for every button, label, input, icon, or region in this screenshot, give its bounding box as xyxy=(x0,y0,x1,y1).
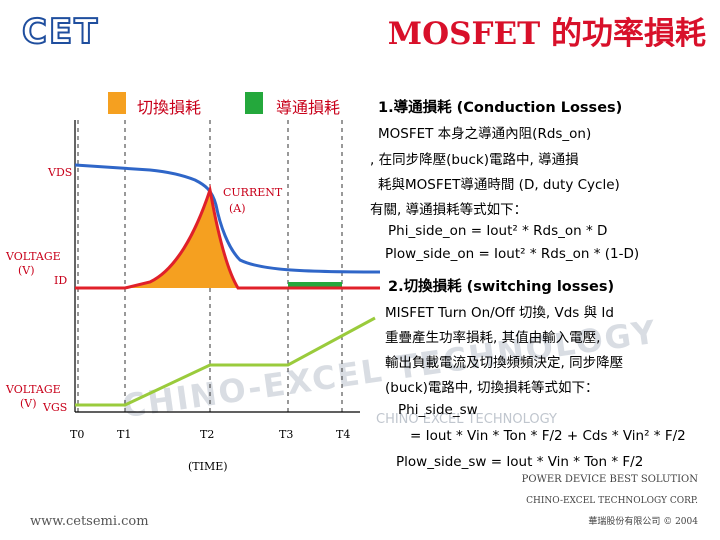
conduction-loss-heading: 1.導通損耗 (Conduction Losses) xyxy=(378,100,623,116)
current-curve xyxy=(75,184,380,290)
company-logo: CET xyxy=(21,11,100,53)
switching-loss-heading: 2.切換損耗 (switching losses) xyxy=(388,279,615,295)
conduction-loss-legend-label: 導通損耗 xyxy=(276,98,341,117)
vgs-label: VGS xyxy=(43,401,68,414)
footer-company: CHINO-EXCEL TECHNOLOGY CORP. xyxy=(526,496,698,506)
vds-label: VDS xyxy=(48,166,73,179)
conduction-text-line-4: 有關, 導通損耗等式如下： xyxy=(370,202,528,218)
voltage-axis-label-top: VOLTAGE xyxy=(6,250,61,263)
time-axis-label: (TIME) xyxy=(188,460,228,473)
conduction-text-line-1: MOSFET 本身之導通內阻(Rds_on) xyxy=(378,126,592,142)
switching-loss-area xyxy=(125,190,238,288)
current-unit-label: (A) xyxy=(229,202,246,215)
formula-high-side-conduction: Phi_side_on = Iout² * Rds_on * D xyxy=(388,223,608,239)
t0-label: T0 xyxy=(70,428,85,441)
vds-curve xyxy=(74,163,381,274)
footer-copyright: 華瑞股份有限公司 © 2004 xyxy=(588,517,698,527)
vgs-curve xyxy=(75,316,376,407)
watermark-small: CHINO EXCEL TECHNOLOGY xyxy=(376,412,557,427)
t1-label: T1 xyxy=(117,428,132,441)
t3-label: T3 xyxy=(279,428,294,441)
switching-loss-legend-swatch xyxy=(108,92,126,114)
conduction-loss-area xyxy=(288,282,342,288)
t2-label: T2 xyxy=(200,428,215,441)
switching-text-line-1: MISFET Turn On/Off 切換, Vds 與 Id xyxy=(385,305,614,321)
switching-text-line-3: 輸出負載電流及切換頻頻決定, 同步降壓 xyxy=(385,355,624,371)
switching-text-line-2: 重疊產生功率損耗, 其值由輸入電壓, xyxy=(385,330,601,346)
switching-text-line-4: (buck)電路中, 切換損耗等式如下： xyxy=(385,380,599,396)
voltage-unit-label-top: (V) xyxy=(18,264,35,277)
formula-high-side-switching: = Iout * Vin * Ton * F/2 + Cds * Vin² * … xyxy=(410,428,686,444)
page-title: MOSFET 的功率損耗 xyxy=(387,16,706,52)
current-label: CURRENT xyxy=(223,186,283,199)
voltage-axis-label-bottom: VOLTAGE xyxy=(6,383,61,396)
conduction-loss-legend-swatch xyxy=(245,92,263,114)
footer-tagline: POWER DEVICE BEST SOLUTION xyxy=(521,474,698,485)
formula-low-side-switching: Plow_side_sw = Iout * Vin * Ton * F/2 xyxy=(396,454,644,470)
formula-high-side-switching-label: Phi_side_sw xyxy=(398,402,478,418)
t4-label: T4 xyxy=(336,428,351,441)
switching-loss-legend-label: 切換損耗 xyxy=(137,98,202,117)
website-link[interactable]: www.cetsemi.com xyxy=(30,514,149,529)
conduction-text-line-2: , 在同步降壓(buck)電路中, 導通損 xyxy=(370,152,579,168)
id-label: ID xyxy=(54,274,68,287)
voltage-unit-label-bottom: (V) xyxy=(20,397,37,410)
formula-low-side-conduction: Plow_side_on = Iout² * Rds_on * (1-D) xyxy=(385,246,640,262)
conduction-text-line-3: 耗與MOSFET導通時間 (D, duty Cycle) xyxy=(378,177,620,193)
